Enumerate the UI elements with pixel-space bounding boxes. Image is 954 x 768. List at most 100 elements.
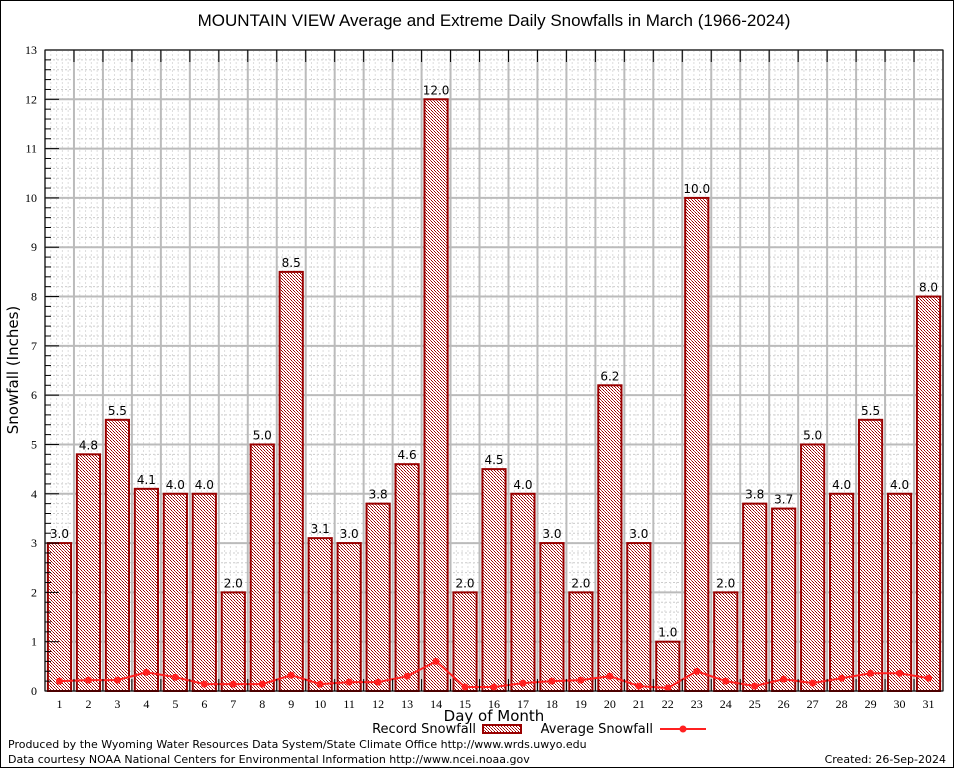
average-marker (55, 677, 63, 685)
legend-average-marker (679, 725, 687, 733)
average-marker (432, 657, 440, 665)
legend-record-swatch (482, 724, 522, 734)
x-tick-label: 26 (778, 697, 790, 711)
x-tick-label: 8 (259, 697, 265, 711)
footer-producer: Produced by the Wyoming Water Resources … (8, 738, 587, 751)
plot-border (44, 49, 944, 692)
average-marker (258, 680, 266, 688)
legend: Record Snowfall Average Snowfall (372, 722, 706, 737)
x-tick-label: 20 (604, 697, 616, 711)
bar-value-label: 5.0 (803, 428, 822, 442)
record-bar (915, 295, 942, 692)
average-line (55, 657, 933, 692)
average-marker (345, 678, 353, 686)
y-tick-label: 2 (31, 585, 37, 599)
average-marker (751, 682, 759, 690)
footer-source: Data courtesy NOAA National Centers for … (8, 753, 530, 766)
bar-value-label: 3.7 (774, 493, 793, 507)
x-tick-label: 27 (807, 697, 819, 711)
average-marker (113, 676, 121, 684)
average-marker (780, 675, 788, 683)
chart-title: MOUNTAIN VIEW Average and Extreme Daily … (198, 11, 791, 30)
average-marker (577, 676, 585, 684)
y-tick-label: 1 (31, 635, 37, 649)
record-bar (771, 507, 797, 692)
average-marker (722, 677, 730, 685)
average-marker (287, 671, 295, 679)
bar-value-label: 3.8 (369, 488, 388, 502)
record-bar (452, 591, 478, 693)
y-tick-label: 5 (31, 437, 37, 451)
x-axis-label: Day of Month (444, 707, 545, 725)
average-marker (490, 683, 498, 691)
bar-value-label: 3.0 (340, 527, 359, 541)
footer-created: Created: 26-Sep-2024 (824, 753, 946, 766)
bars: 3.0 4.8 5.5 4.1 4.0 4.0 2.0 5.0 8.5 3.1 3.0 3.8 4.6 1… (46, 83, 942, 693)
x-tick-label: 2 (85, 697, 91, 711)
x-tick-label: 11 (343, 697, 355, 711)
average-marker (693, 667, 701, 675)
record-bar (133, 487, 159, 693)
bar-value-label: 3.0 (629, 527, 648, 541)
x-tick-label: 17 (517, 697, 529, 711)
record-bar (510, 492, 536, 692)
bar-value-label: 4.0 (195, 478, 214, 492)
x-tick-label: 16 (488, 697, 500, 711)
bar-value-label: 2.0 (455, 576, 474, 590)
x-tick-label: 29 (865, 697, 877, 711)
x-tick-label: 30 (894, 697, 906, 711)
bar-value-label: 4.0 (166, 478, 185, 492)
record-bar (75, 453, 102, 693)
average-marker (664, 684, 672, 692)
y-tick-label: 7 (31, 339, 37, 353)
record-bar (684, 196, 710, 693)
x-tick-label: 21 (633, 697, 645, 711)
y-axis-label: Snowfall (Inches) (4, 306, 22, 434)
average-marker (84, 676, 92, 684)
x-tick-label: 22 (662, 697, 674, 711)
record-bar (539, 542, 565, 692)
y-tick-label: 10 (25, 191, 37, 205)
y-tick-label: 3 (31, 536, 37, 550)
x-tick-label: 19 (575, 697, 587, 711)
y-tick-label: 6 (31, 388, 37, 402)
average-marker (142, 668, 150, 676)
y-tick-label: 12 (25, 92, 37, 106)
bar-value-label: 6.2 (600, 369, 619, 383)
bar-value-label: 4.0 (890, 478, 909, 492)
y-tick-label: 11 (25, 142, 37, 156)
bar-value-label: 4.0 (832, 478, 851, 492)
record-bar (568, 591, 594, 693)
bar-value-label: 1.0 (658, 626, 677, 640)
x-tick-label: 9 (288, 697, 294, 711)
bar-value-label: 5.5 (861, 404, 880, 418)
x-tick-label: 23 (691, 697, 703, 711)
record-bar (162, 492, 188, 692)
y-tick-label: 0 (31, 684, 37, 698)
record-bar (597, 384, 623, 692)
average-marker (171, 673, 179, 681)
average-marker (403, 672, 411, 680)
x-tick-label: 3 (114, 697, 120, 711)
record-bar (249, 443, 275, 693)
bar-value-label: 5.5 (108, 404, 127, 418)
x-tick-label: 15 (459, 697, 471, 711)
record-bar (481, 468, 507, 692)
x-tick-label: 25 (749, 697, 761, 711)
record-bar (365, 502, 391, 692)
average-marker (838, 674, 846, 682)
x-tick-label: 24 (720, 697, 732, 711)
record-bar (394, 463, 420, 692)
bar-value-label: 8.5 (282, 256, 301, 270)
record-bar (46, 542, 73, 692)
bar-value-label: 4.0 (513, 478, 532, 492)
record-bar (278, 270, 304, 692)
bar-value-label: 2.0 (224, 576, 243, 590)
record-bar (104, 418, 131, 692)
bar-value-label: 3.1 (311, 522, 330, 536)
average-marker (316, 680, 324, 688)
bar-value-label: 4.5 (484, 453, 503, 467)
average-marker (374, 678, 382, 686)
average-marker (635, 682, 643, 690)
